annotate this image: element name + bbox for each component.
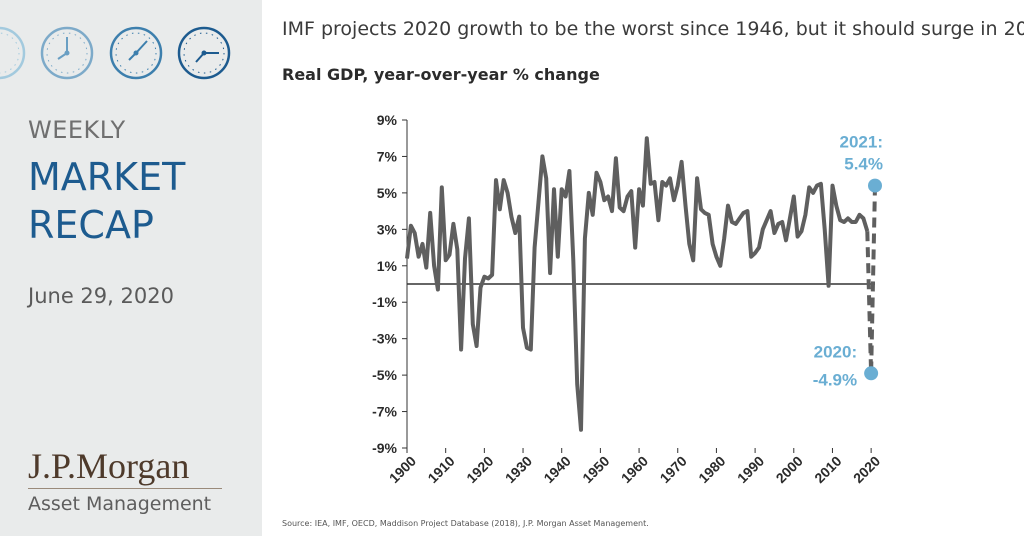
- plot-area: [405, 136, 877, 432]
- x-tick-label: 2010: [811, 453, 844, 486]
- y-tick-label: 5%: [377, 185, 398, 201]
- y-tick-label: -9%: [372, 440, 397, 456]
- y-tick-label: 3%: [377, 221, 398, 237]
- y-axis: 9% 7% 5% 3% 1% -1% -3% -5% -7% -9%: [372, 112, 407, 456]
- y-tick-label: 9%: [377, 112, 398, 128]
- brand-name: J.P.Morgan: [28, 446, 190, 486]
- y-tick-label: -7%: [372, 404, 397, 420]
- clock-icon: [109, 26, 163, 80]
- sidebar: WEEKLY MARKET RECAP June 29, 2020 J.P.Mo…: [0, 0, 262, 536]
- x-tick-label: 1930: [502, 453, 535, 486]
- x-axis: 1900 1910 1920 1930 1940 1950 1960 1970 1980 1990…: [386, 448, 883, 486]
- y-tick-label: 1%: [377, 258, 398, 274]
- annotation-marker: [868, 178, 882, 193]
- x-tick-label: 1910: [424, 453, 457, 486]
- y-tick-label: -3%: [372, 331, 397, 347]
- market-label: MARKET: [28, 155, 186, 199]
- x-tick-label: 2020: [850, 453, 883, 486]
- x-tick-label: 1980: [695, 453, 728, 486]
- weekly-label: WEEKLY: [28, 116, 126, 144]
- x-tick-label: 1990: [734, 453, 767, 486]
- annotation-year: 2020:: [814, 342, 857, 361]
- y-tick-label: -5%: [372, 367, 397, 383]
- x-tick-label: 2000: [773, 453, 806, 486]
- chart-title: Real GDP, year-over-year % change: [282, 65, 600, 84]
- brand-subtitle: Asset Management: [28, 493, 212, 515]
- annotation-marker: [864, 366, 879, 381]
- recap-label: RECAP: [28, 203, 154, 247]
- clock-icon: [40, 26, 94, 80]
- brand-divider: [28, 488, 222, 489]
- page-title: IMF projects 2020 growth to be the worst…: [282, 18, 1024, 40]
- y-tick-label: 7%: [377, 148, 398, 164]
- y-tick-label: -1%: [372, 294, 397, 310]
- brand-logo: J.P.Morgan Asset Management: [28, 446, 222, 515]
- annotations: 2021: 5.4% 2020: -4.9%: [813, 133, 883, 390]
- clock-icon: [0, 26, 26, 80]
- annotation-value: 5.4%: [844, 155, 883, 174]
- source-note: Source: IEA, IMF, OECD, Maddison Project…: [282, 519, 649, 528]
- report-date: June 29, 2020: [28, 284, 174, 308]
- x-tick-label: 1970: [657, 453, 690, 486]
- clock-icon: [177, 26, 231, 80]
- gdp-line-chart: 9%7%5%3%1%-1%-3%-5%-7%-9% 1900 1910 1920 19…: [372, 112, 883, 486]
- x-tick-label: 1900: [386, 453, 419, 486]
- x-tick-label: 1950: [579, 453, 612, 486]
- annotation-year: 2021:: [840, 133, 883, 152]
- clock-icon-row: [0, 24, 262, 88]
- x-tick-label: 1960: [618, 453, 651, 486]
- gdp-series-line: [405, 136, 870, 432]
- projection-line: [865, 185, 877, 374]
- annotation-value: -4.9%: [813, 370, 857, 389]
- x-tick-label: 1920: [463, 453, 496, 486]
- x-tick-label: 1940: [540, 453, 573, 486]
